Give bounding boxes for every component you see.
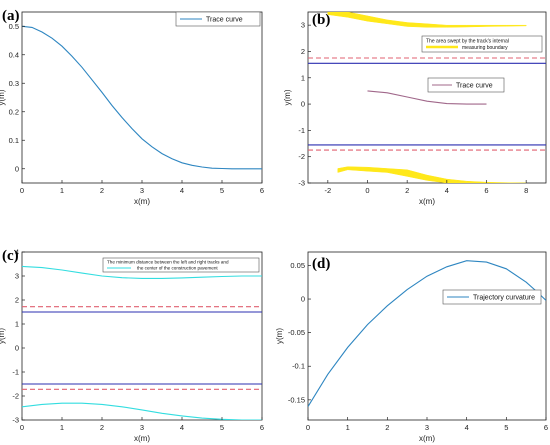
y-tick-label: 1	[15, 320, 19, 329]
y-tick-label: -0.1	[292, 362, 305, 371]
x-tick-label: 4	[465, 423, 469, 432]
y-tick-label: 0.3	[9, 79, 19, 88]
legend-entry-label: Trajectory curvature	[473, 295, 535, 302]
x-tick-label: 0	[306, 423, 310, 432]
x-tick-label: 6	[484, 186, 488, 195]
y-tick-label: 0.05	[290, 261, 305, 270]
x-tick-label: 5	[220, 423, 224, 432]
y-axis-label: y(m)	[275, 328, 284, 344]
plot-area	[21, 251, 263, 421]
y-tick-label: -0.15	[288, 395, 305, 404]
y-tick-label: 0	[301, 295, 305, 304]
x-axis-label: x(m)	[134, 197, 150, 206]
x-tick-label: 1	[60, 186, 64, 195]
x-tick-label: 2	[385, 423, 389, 432]
y-tick-label: 0.2	[9, 107, 19, 116]
y-tick-label: -2	[298, 152, 305, 161]
panel-label: (d)	[312, 256, 330, 272]
series-line	[367, 90, 487, 105]
y-tick-label: -1	[12, 368, 19, 377]
y-tick-label: -3	[298, 179, 305, 188]
y-tick-label: 0.1	[9, 136, 19, 145]
x-tick-label: 4	[180, 186, 184, 195]
y-tick-label: 0	[15, 164, 19, 173]
y-tick-label: -1	[298, 126, 305, 135]
y-tick-label: 0.4	[9, 50, 19, 59]
y-axis-label: y(m)	[0, 328, 6, 344]
x-tick-label: 2	[100, 423, 104, 432]
data-layer	[308, 12, 546, 183]
legend-box	[102, 257, 260, 273]
x-tick-label: 3	[140, 423, 144, 432]
y-tick-label: 0	[15, 344, 19, 353]
y-tick-label: 3	[301, 21, 305, 30]
x-tick-label: 1	[346, 423, 350, 432]
x-tick-label: 6	[544, 423, 548, 432]
x-tick-label: 2	[405, 186, 409, 195]
x-tick-label: 0	[20, 186, 24, 195]
x-axis-label: x(m)	[134, 434, 150, 443]
legend-box	[427, 77, 505, 93]
chart-panel-b: -2 0 2 4 6 8 -3 -2 -1 0 1 2 3 x(m) y(m) (b) The area swe…	[283, 11, 547, 206]
panel-label: (a)	[2, 8, 20, 24]
series-line	[22, 265, 262, 279]
y-tick-label: -3	[12, 416, 19, 425]
legend-box	[175, 11, 261, 27]
x-tick-label: 5	[220, 186, 224, 195]
x-tick-label: 0	[365, 186, 369, 195]
y-axis-label: y(m)	[283, 89, 292, 105]
x-tick-label: 6	[260, 423, 264, 432]
x-tick-label: 0	[20, 423, 24, 432]
y-tick-label: 3	[15, 272, 19, 281]
x-tick-label: -2	[324, 186, 331, 195]
legend-entry-label: the center of the construction pavement	[137, 266, 218, 271]
swept-area-band	[337, 166, 527, 183]
series-line	[308, 260, 546, 407]
legend-box	[442, 289, 542, 305]
plot-area	[21, 11, 263, 184]
legend-entry-label: The minimum distance between the left an…	[107, 260, 229, 265]
x-tick-label: 1	[60, 423, 64, 432]
x-tick-label: 3	[140, 186, 144, 195]
panel-label: (b)	[312, 12, 330, 28]
swept-area-band	[327, 12, 527, 28]
legend-entry-label: measuring boundary	[462, 45, 508, 51]
series-line	[22, 25, 262, 170]
y-tick-label: 0.5	[9, 22, 19, 31]
x-tick-label: 6	[260, 186, 264, 195]
legend-entry-label: The area swept by the track's internal	[426, 39, 509, 45]
panel-label: (c)	[2, 248, 19, 264]
x-axis-label: x(m)	[419, 434, 435, 443]
y-tick-label: 0	[301, 100, 305, 109]
data-layer	[308, 260, 546, 407]
y-tick-label: 4	[15, 248, 19, 257]
chart-panel-a: 0 1 2 3 4 5 6 0 0.1 0.2 0.3 0.4 0.5 x(m) y(m) (a) Trace …	[0, 8, 264, 206]
x-tick-label: 5	[504, 423, 508, 432]
y-tick-label: -2	[12, 392, 19, 401]
y-tick-label: 1	[301, 73, 305, 82]
x-axis-label: x(m)	[419, 197, 435, 206]
y-axis-label: y(m)	[0, 89, 6, 105]
x-tick-label: 4	[445, 186, 449, 195]
y-tick-label: 2	[15, 296, 19, 305]
x-tick-label: 8	[524, 186, 528, 195]
x-tick-label: 2	[100, 186, 104, 195]
plot-area	[307, 251, 547, 421]
chart-panel-c: 0 1 2 3 4 5 6 -3 -2 -1 0 1 2 3 4 x(m) y(m) (c) The minimum…	[0, 248, 264, 444]
data-layer	[22, 25, 262, 170]
x-tick-label: 4	[180, 423, 184, 432]
chart-panel-d: 0 1 2 3 4 5 6 -0.15 -0.1 -0.05 0 0.05 x(m) y(m) (d) Tra…	[275, 251, 548, 443]
legend-entry-label: Trace curve	[456, 83, 493, 90]
y-tick-label: -0.05	[288, 328, 305, 337]
x-tick-label: 3	[425, 423, 429, 432]
legend-entry-label: Trace curve	[206, 17, 243, 24]
y-tick-label: 2	[301, 47, 305, 56]
